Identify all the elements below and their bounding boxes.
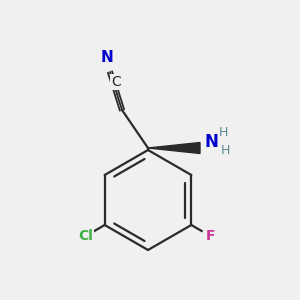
Text: H: H (220, 143, 230, 157)
Text: F: F (206, 229, 215, 243)
Polygon shape (148, 142, 200, 154)
Text: C: C (111, 75, 121, 89)
Text: H: H (218, 125, 228, 139)
Text: Cl: Cl (78, 229, 93, 243)
Text: N: N (100, 50, 113, 64)
Text: N: N (204, 133, 218, 151)
